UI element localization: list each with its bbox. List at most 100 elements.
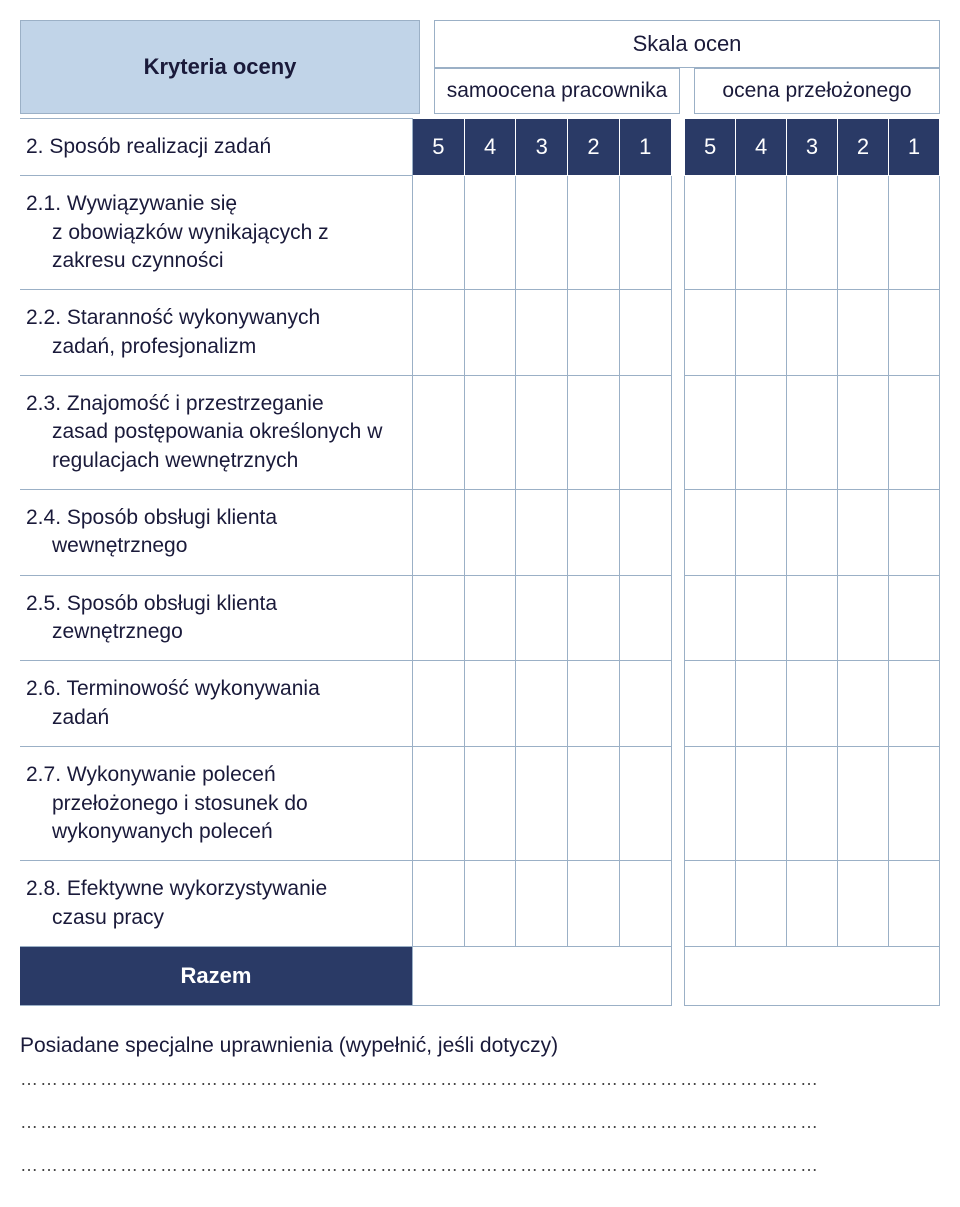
cell[interactable]	[736, 290, 787, 376]
cell[interactable]	[736, 661, 787, 747]
cell[interactable]	[888, 575, 939, 661]
supervisor-assessment-label: ocena przełożonego	[694, 68, 940, 114]
cell[interactable]	[787, 376, 838, 490]
cell[interactable]	[787, 490, 838, 576]
cell[interactable]	[888, 661, 939, 747]
cell[interactable]	[413, 661, 465, 747]
cell[interactable]	[619, 376, 671, 490]
cell[interactable]	[888, 176, 939, 290]
table-row: 2.4. Sposób obsługi klienta wewnętrznego	[20, 490, 940, 576]
cell[interactable]	[464, 490, 516, 576]
criterion-label: 2.2. Staranność wykonywanych zadań, prof…	[20, 290, 413, 376]
cell[interactable]	[413, 575, 465, 661]
cell[interactable]	[413, 290, 465, 376]
cell[interactable]	[888, 861, 939, 947]
cell[interactable]	[787, 661, 838, 747]
cell[interactable]	[736, 747, 787, 861]
cell[interactable]	[736, 376, 787, 490]
cell[interactable]	[685, 661, 736, 747]
section-header-row: 2. Sposób realizacji zadań 5 4 3 2 1 5 4…	[20, 119, 940, 176]
cell[interactable]	[787, 176, 838, 290]
score-sup-5: 5	[685, 119, 736, 176]
cell[interactable]	[685, 490, 736, 576]
cell[interactable]	[837, 490, 888, 576]
cell[interactable]	[516, 490, 568, 576]
cell[interactable]	[568, 747, 620, 861]
cell[interactable]	[413, 490, 465, 576]
cell[interactable]	[413, 376, 465, 490]
cell[interactable]	[888, 376, 939, 490]
criteria-title: Kryteria oceny	[20, 20, 420, 114]
table-row: 2.7. Wykonywanie poleceń przełożonego i …	[20, 747, 940, 861]
cell[interactable]	[516, 861, 568, 947]
cell[interactable]	[837, 176, 888, 290]
cell[interactable]	[568, 376, 620, 490]
evaluation-table: 2. Sposób realizacji zadań 5 4 3 2 1 5 4…	[20, 118, 940, 1006]
cell[interactable]	[413, 861, 465, 947]
cell[interactable]	[568, 490, 620, 576]
cell[interactable]	[413, 747, 465, 861]
cell[interactable]	[837, 661, 888, 747]
cell[interactable]	[568, 575, 620, 661]
cell[interactable]	[837, 290, 888, 376]
cell[interactable]	[787, 747, 838, 861]
cell[interactable]	[516, 176, 568, 290]
cell[interactable]	[837, 575, 888, 661]
cell[interactable]	[464, 747, 516, 861]
cell[interactable]	[685, 376, 736, 490]
cell[interactable]	[464, 176, 516, 290]
cell[interactable]	[464, 376, 516, 490]
cell[interactable]	[464, 861, 516, 947]
cell[interactable]	[736, 575, 787, 661]
cell[interactable]	[619, 290, 671, 376]
cell[interactable]	[619, 490, 671, 576]
cell[interactable]	[685, 861, 736, 947]
cell[interactable]	[888, 290, 939, 376]
cell[interactable]	[837, 861, 888, 947]
cell[interactable]	[464, 290, 516, 376]
total-self[interactable]	[413, 946, 672, 1005]
cell[interactable]	[888, 490, 939, 576]
cell[interactable]	[685, 290, 736, 376]
dotted-line: …………………………………………………………………………………………………………	[20, 1058, 940, 1101]
dotted-line: …………………………………………………………………………………………………………	[20, 1144, 940, 1187]
cell[interactable]	[787, 861, 838, 947]
cell[interactable]	[568, 290, 620, 376]
cell[interactable]	[736, 490, 787, 576]
cell[interactable]	[685, 747, 736, 861]
criterion-label: 2.5. Sposób obsługi klienta zewnętrznego	[20, 575, 413, 661]
cell[interactable]	[413, 176, 465, 290]
cell[interactable]	[619, 176, 671, 290]
cell[interactable]	[787, 290, 838, 376]
score-self-1: 1	[619, 119, 671, 176]
cell[interactable]	[888, 747, 939, 861]
cell[interactable]	[685, 176, 736, 290]
cell[interactable]	[837, 747, 888, 861]
cell[interactable]	[736, 176, 787, 290]
cell[interactable]	[516, 747, 568, 861]
score-sup-1: 1	[888, 119, 939, 176]
cell[interactable]	[787, 575, 838, 661]
table-row: 2.6. Terminowość wykonywania zadań	[20, 661, 940, 747]
cell[interactable]	[837, 376, 888, 490]
cell[interactable]	[464, 575, 516, 661]
cell[interactable]	[619, 861, 671, 947]
total-row: Razem	[20, 946, 940, 1005]
cell[interactable]	[685, 575, 736, 661]
cell[interactable]	[516, 661, 568, 747]
cell[interactable]	[619, 661, 671, 747]
cell[interactable]	[568, 861, 620, 947]
cell[interactable]	[619, 747, 671, 861]
cell[interactable]	[568, 176, 620, 290]
cell[interactable]	[568, 661, 620, 747]
score-sup-2: 2	[837, 119, 888, 176]
cell[interactable]	[736, 861, 787, 947]
cell[interactable]	[619, 575, 671, 661]
dotted-line: …………………………………………………………………………………………………………	[20, 1101, 940, 1144]
cell[interactable]	[516, 376, 568, 490]
cell[interactable]	[516, 575, 568, 661]
cell[interactable]	[516, 290, 568, 376]
cell[interactable]	[464, 661, 516, 747]
total-supervisor[interactable]	[685, 946, 940, 1005]
score-sup-4: 4	[736, 119, 787, 176]
